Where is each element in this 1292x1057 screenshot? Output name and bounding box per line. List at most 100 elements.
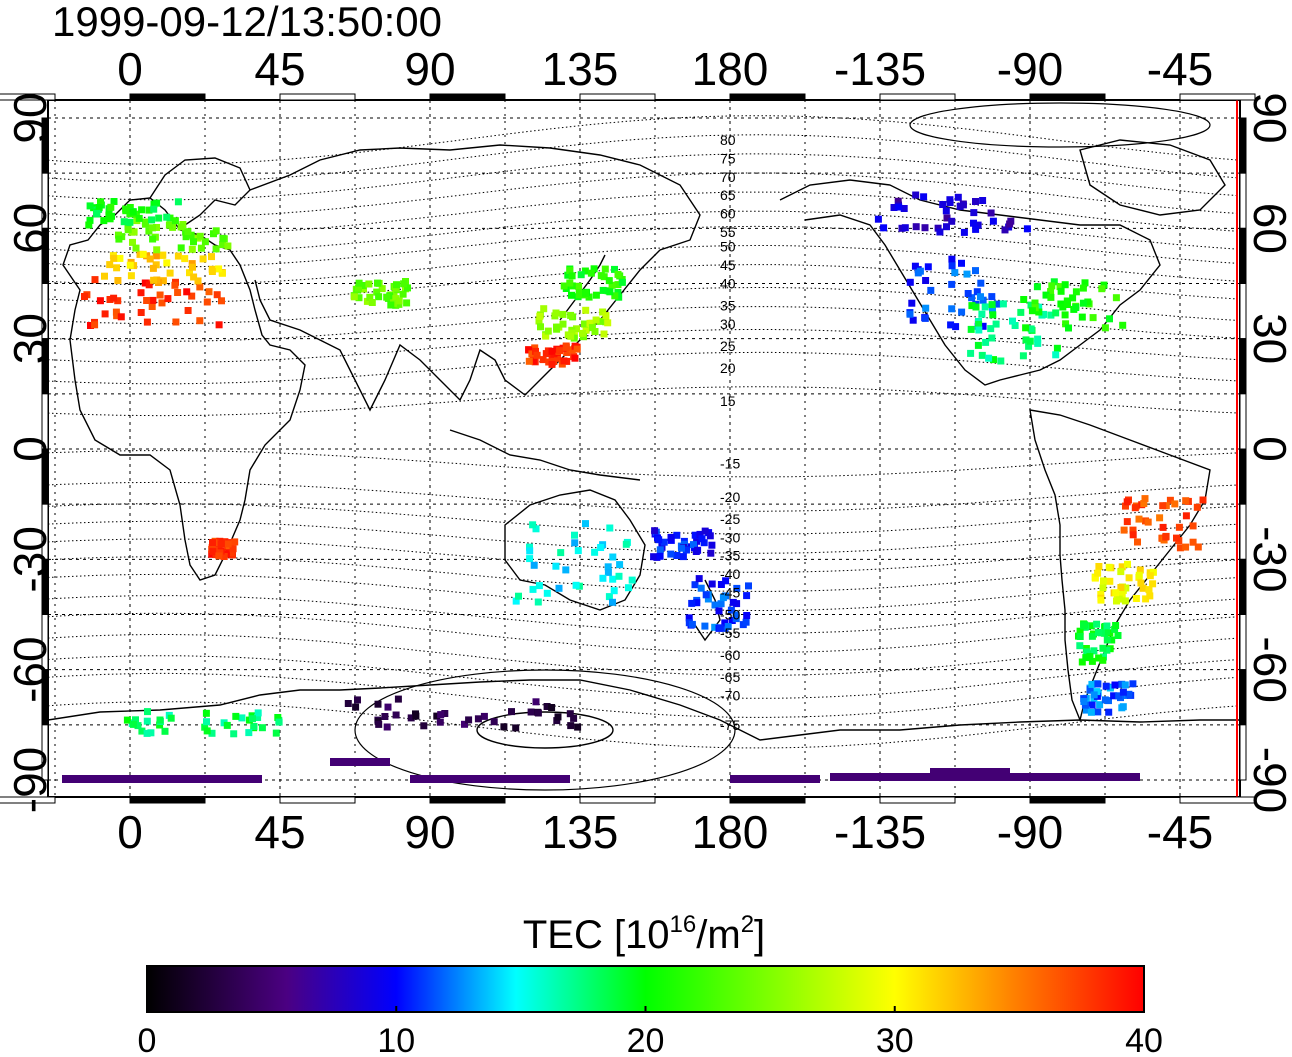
tec-cell (743, 592, 751, 600)
tec-cell (153, 224, 160, 231)
tec-cell (141, 279, 149, 287)
border-tick (1029, 93, 1106, 101)
contour-label: 80 (720, 132, 736, 148)
tec-cell (1047, 293, 1055, 301)
tec-cell (187, 231, 195, 239)
coastline-asia (249, 144, 701, 412)
border-tick (1029, 796, 1106, 804)
tec-cell (86, 202, 94, 210)
tec-cell (936, 228, 944, 236)
tec-cell (122, 207, 130, 215)
tec-cell (597, 544, 605, 551)
left-lat-label: 0 (4, 436, 56, 462)
tec-cell (611, 292, 619, 300)
tec-cell (691, 531, 699, 539)
tec-cell (199, 255, 207, 263)
tec-cell (159, 277, 167, 285)
tec-cell (970, 209, 978, 217)
tec-cell (544, 327, 552, 335)
tec-cell (126, 218, 134, 226)
tec-cell (378, 285, 386, 293)
left-lat-label: 60 (4, 203, 56, 254)
tec-cell (570, 714, 578, 722)
tec-cell (1146, 592, 1154, 600)
tec-cell (1182, 543, 1190, 551)
tec-cell (1006, 220, 1014, 228)
tec-cell (1101, 696, 1109, 704)
tec-cell (1135, 571, 1143, 579)
tec-cell (693, 599, 701, 607)
tec-cell (117, 313, 125, 321)
border-tick (1239, 724, 1247, 781)
tec-cell (1119, 688, 1127, 696)
tec-cell (988, 293, 996, 301)
tec-cell (1053, 344, 1061, 352)
tec-cell (355, 279, 363, 287)
coastline-antarctica (48, 679, 1240, 741)
tec-cell (1090, 647, 1098, 655)
tec-cell (625, 584, 632, 592)
tec-cell (130, 228, 138, 236)
tec-cell (556, 347, 564, 355)
tec-cell (374, 700, 382, 708)
tec-cell (1162, 533, 1170, 541)
coastline-indonesia (449, 429, 641, 481)
contour-label: -65 (720, 669, 740, 685)
tec-cell (1094, 680, 1102, 688)
tec-cell (1059, 303, 1067, 311)
tec-cell (934, 224, 942, 232)
tec-cell (948, 280, 956, 288)
tec-cell (554, 354, 561, 362)
tec-cell (1061, 281, 1069, 289)
contour-label: -60 (720, 647, 740, 663)
tec-cell (365, 280, 373, 288)
tec-cell (165, 221, 173, 229)
tec-cell (149, 224, 156, 232)
tec-cell (1088, 657, 1096, 665)
tec-cell (186, 269, 193, 277)
tec-cell (701, 527, 709, 535)
tec-cell (142, 220, 149, 228)
tec-cell (1011, 322, 1019, 329)
tec-cell (1047, 311, 1055, 319)
tec-cell (87, 322, 94, 329)
tec-cell (553, 325, 561, 333)
tec-cell (999, 300, 1007, 308)
tec-cell (155, 214, 163, 222)
tec-cell (143, 318, 151, 326)
tec-cell (1099, 584, 1107, 592)
tec-cell (586, 319, 594, 327)
contour-label: 40 (720, 276, 736, 292)
tec-cell (901, 224, 909, 232)
tec-cell (1117, 568, 1125, 576)
tec-cell (359, 282, 367, 289)
top-lon-label: 180 (692, 43, 769, 95)
tec-cell (91, 321, 99, 329)
top-lon-label: 90 (404, 43, 455, 95)
contour-label: -30 (720, 529, 740, 545)
tec-cell (530, 561, 538, 569)
tec-cell (95, 204, 103, 212)
tec-cell (582, 326, 590, 334)
contour-label: 65 (720, 187, 736, 203)
border-tick (0, 796, 56, 804)
tec-cell (183, 288, 191, 296)
tec-cell (230, 730, 238, 738)
contour-label: -75 (720, 717, 740, 733)
tec-cell (190, 273, 198, 281)
tec-cell (599, 574, 607, 582)
contour-label: 70 (720, 169, 736, 185)
tec-cell (227, 549, 235, 557)
tec-cell (604, 563, 612, 571)
left-lat-label: -60 (4, 636, 56, 702)
tec-cell (947, 321, 955, 329)
tec-cell (201, 723, 209, 731)
tec-cell (560, 282, 568, 290)
tec-cell (1062, 320, 1070, 328)
tec-cell (366, 293, 374, 301)
tec-cell (1027, 301, 1035, 309)
border-tick (279, 796, 356, 804)
tec-cell (968, 302, 976, 310)
tec-cell (591, 328, 599, 335)
tec-cell (530, 357, 537, 365)
